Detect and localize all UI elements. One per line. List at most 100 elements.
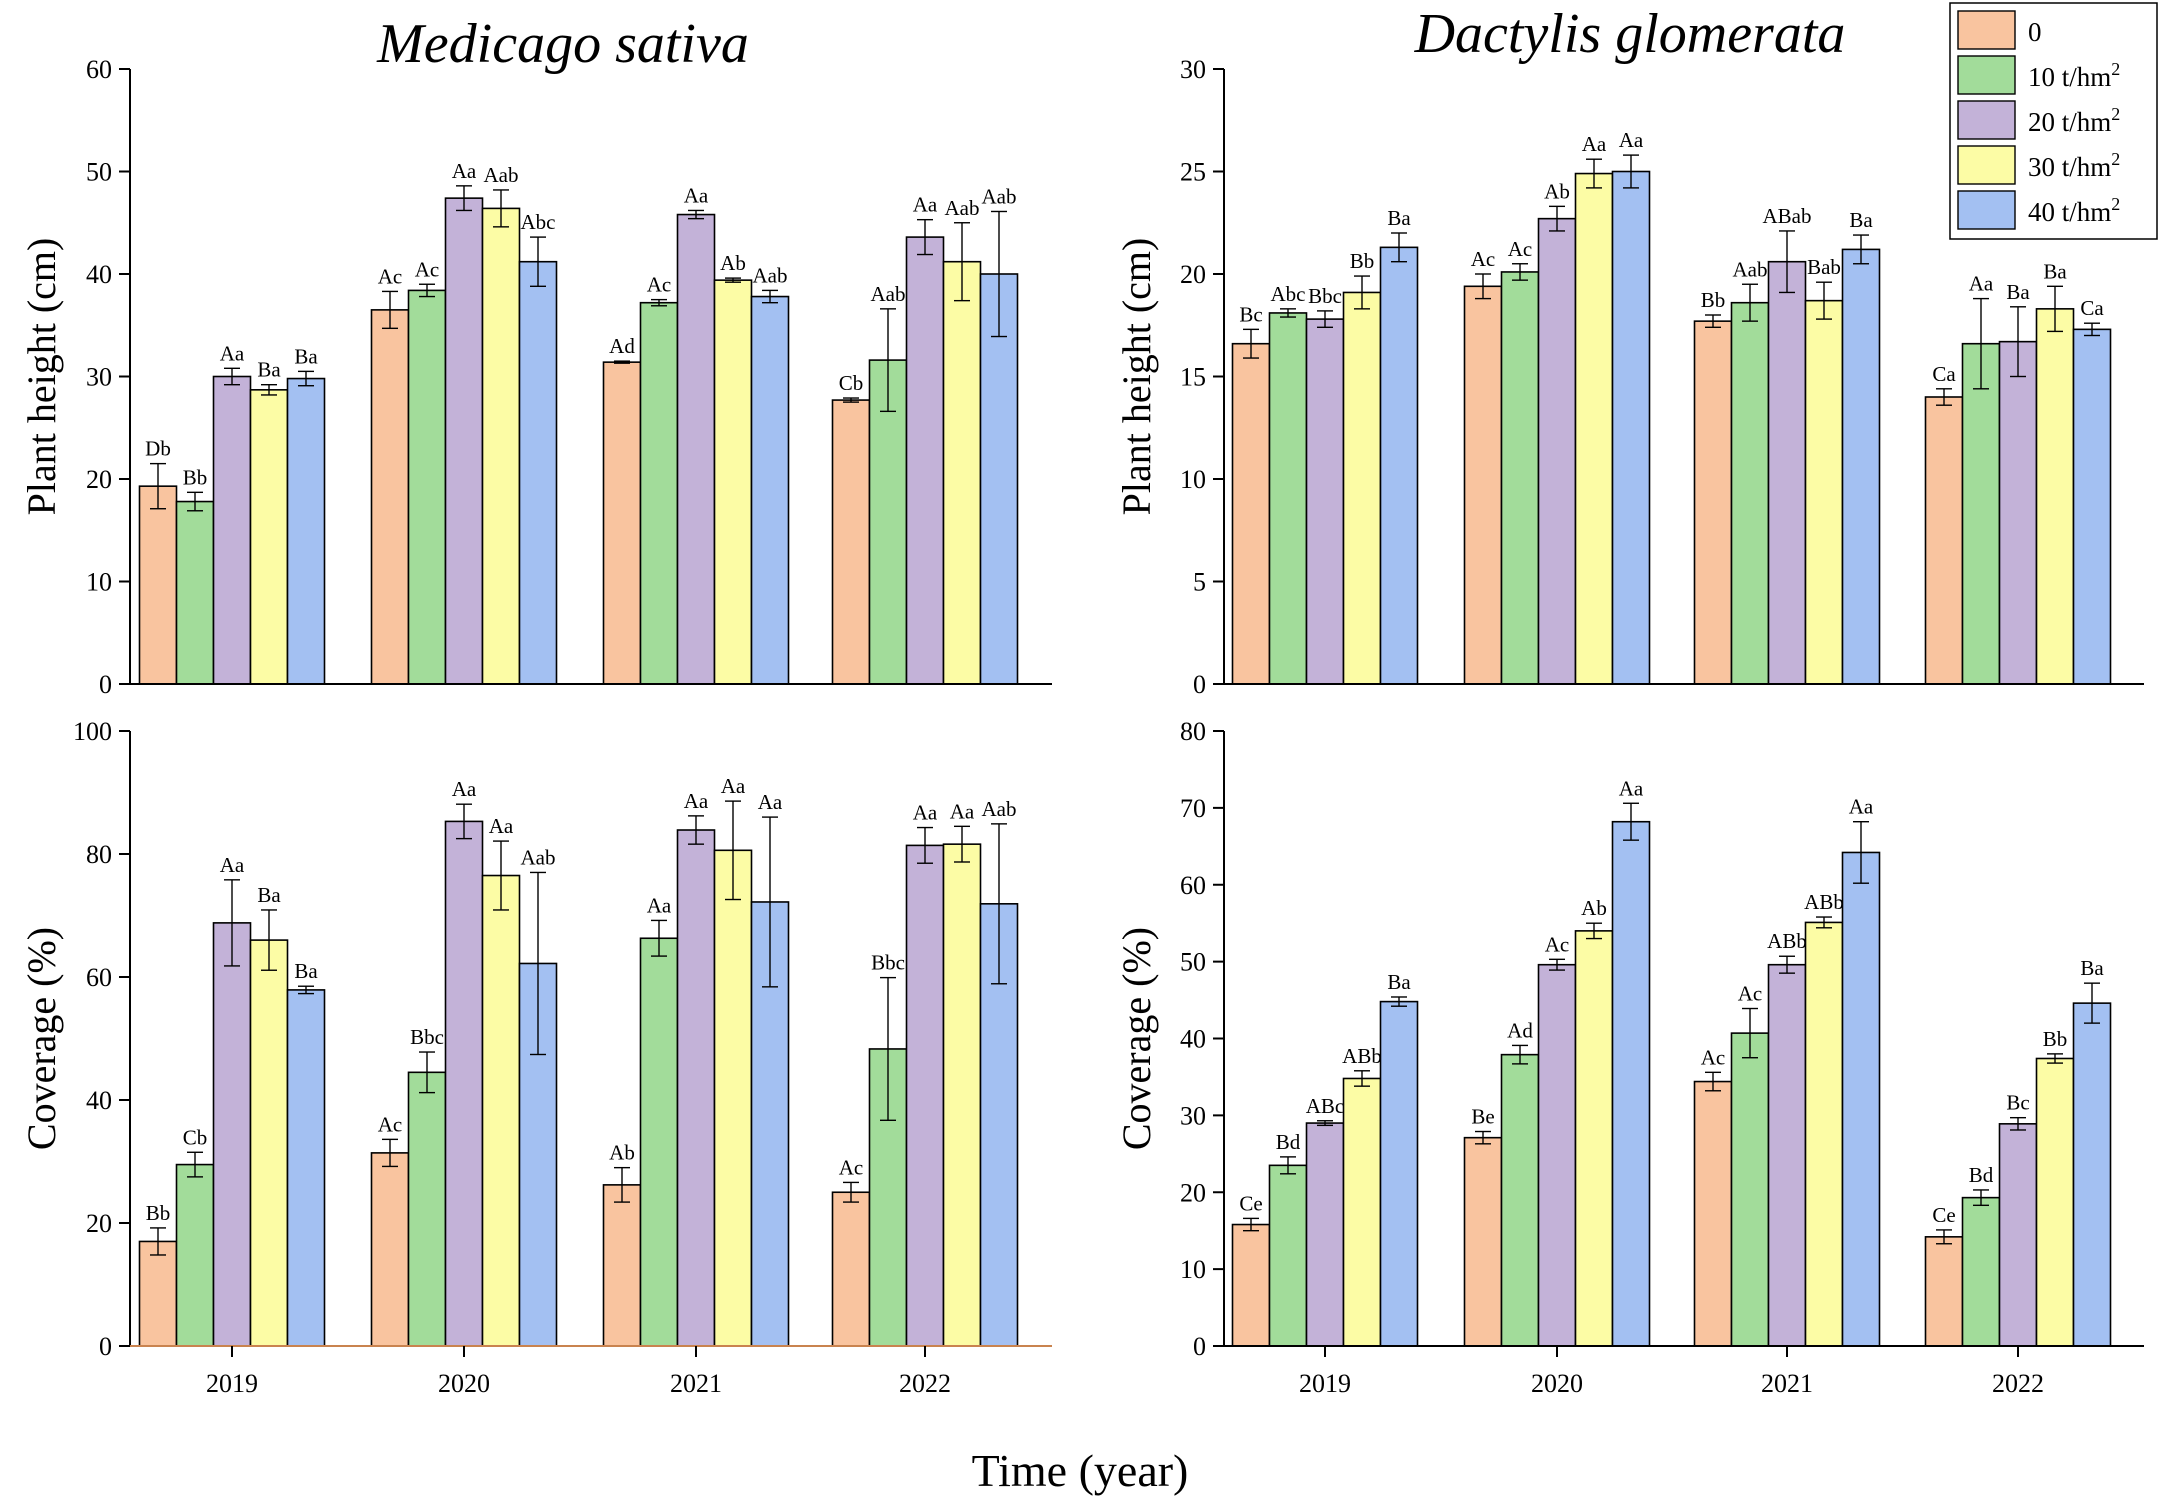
data-label: Aa (1619, 776, 1644, 800)
bar (1463, 285, 1503, 685)
bar (1342, 1077, 1382, 1347)
bar (1500, 271, 1540, 685)
bar (1268, 1164, 1308, 1347)
data-label: Aa (684, 789, 709, 813)
data-label: Ac (647, 273, 672, 297)
data-label: Bb (1350, 249, 1375, 273)
y-tick-label: 0 (1193, 670, 1206, 699)
y-tick-label: 100 (73, 717, 112, 746)
bar (2035, 1057, 2075, 1347)
bar (1379, 246, 1419, 685)
data-label: ABb (1767, 929, 1807, 953)
data-label: Ac (378, 264, 403, 288)
legend-label: 0 (2028, 17, 2042, 47)
bar (676, 213, 716, 685)
bar (2035, 308, 2075, 685)
data-label: Ad (1507, 1018, 1533, 1042)
y-tick-label: 20 (1180, 260, 1206, 289)
bar (138, 1240, 178, 1347)
data-label: Ac (1738, 982, 1763, 1006)
bar (407, 1071, 447, 1347)
bar (481, 207, 521, 685)
panel-title-dactylis: Dactylis glomerata (1414, 3, 1846, 65)
y-tick-label: 30 (1180, 55, 1206, 84)
data-label: Aab (982, 797, 1017, 821)
data-label: Aa (1849, 795, 1874, 819)
bar (1537, 963, 1577, 1347)
data-label: Ba (294, 959, 318, 983)
data-label: Ac (1701, 1045, 1726, 1069)
data-label: Aa (758, 790, 783, 814)
bar (481, 874, 521, 1347)
bar (286, 377, 326, 685)
bar (138, 485, 178, 685)
y-tick-label: 50 (86, 158, 112, 187)
y-tick-label: 20 (86, 465, 112, 494)
data-label: ABab (1763, 204, 1812, 228)
legend-label: 30 t/hm2 (2028, 149, 2120, 182)
panel-dactylis-height: 0 5 10 15 20 25 30 Plant height (cm) Bc Ac Bb Ca Abc… (1114, 55, 2144, 699)
data-label: Ba (1849, 208, 1873, 232)
bar (249, 389, 289, 685)
data-label: ABb (1342, 1044, 1382, 1068)
bar (676, 829, 716, 1347)
data-label: Ac (1471, 247, 1496, 271)
bar (831, 399, 871, 685)
y-tick-label: 10 (1180, 1255, 1206, 1284)
data-label: Ba (2080, 956, 2104, 980)
bar (1574, 930, 1614, 1347)
bar (1693, 320, 1733, 685)
data-label: Bb (146, 1201, 171, 1225)
data-label: Ca (2080, 296, 2104, 320)
bar (1268, 312, 1308, 685)
bar (602, 1184, 642, 1347)
y-tick-label: 10 (1180, 465, 1206, 494)
y-axis-title: Coverage (%) (1114, 927, 1159, 1150)
data-label: Ba (1387, 970, 1411, 994)
y-axis-title: Plant height (cm) (1114, 238, 1159, 516)
bar (2072, 1002, 2112, 1347)
bar (1500, 1053, 1540, 1347)
bar (831, 1191, 871, 1347)
bar (1924, 396, 1964, 685)
data-label: Bbc (410, 1025, 444, 1049)
bar (286, 989, 326, 1347)
bar (175, 500, 215, 685)
y-axis-title: Coverage (%) (19, 927, 64, 1150)
bar (1924, 1236, 1964, 1347)
legend: 0 10 t/hm2 20 t/hm2 30 t/hm2 40 t/hm2 (1949, 2, 2158, 240)
bar (602, 361, 642, 685)
y-tick-label: 30 (1180, 1101, 1206, 1130)
data-label: Aa (1582, 132, 1607, 156)
data-label: Aab (484, 163, 519, 187)
x-tick-label: 2020 (438, 1369, 490, 1398)
data-label: Aa (684, 183, 709, 207)
data-label: Aab (753, 263, 788, 287)
data-label: Ce (1239, 1191, 1262, 1215)
data-label: Be (1471, 1105, 1494, 1129)
bar (905, 844, 945, 1347)
x-tick-label: 2022 (899, 1369, 951, 1398)
legend-label: 20 t/hm2 (2028, 104, 2120, 137)
bar (370, 1152, 410, 1347)
data-label: Bbc (871, 951, 905, 975)
data-label: Ac (378, 1112, 403, 1136)
data-label: Bd (1969, 1163, 1994, 1187)
data-label: Ab (609, 1141, 635, 1165)
bar (1379, 1000, 1419, 1347)
legend-swatch (1957, 190, 2016, 230)
bar (713, 279, 753, 685)
data-label: Aa (489, 814, 514, 838)
x-tick-label: 2021 (670, 1369, 722, 1398)
bar (444, 820, 484, 1347)
data-label: Abc (1271, 282, 1306, 306)
bar (905, 236, 945, 685)
data-label: Bb (1701, 288, 1726, 312)
bar (1574, 172, 1614, 685)
bar (1537, 217, 1577, 685)
data-label: Aa (1969, 272, 1994, 296)
data-label: Ba (257, 358, 281, 382)
y-tick-label: 25 (1180, 158, 1206, 187)
y-tick-label: 20 (1180, 1178, 1206, 1207)
